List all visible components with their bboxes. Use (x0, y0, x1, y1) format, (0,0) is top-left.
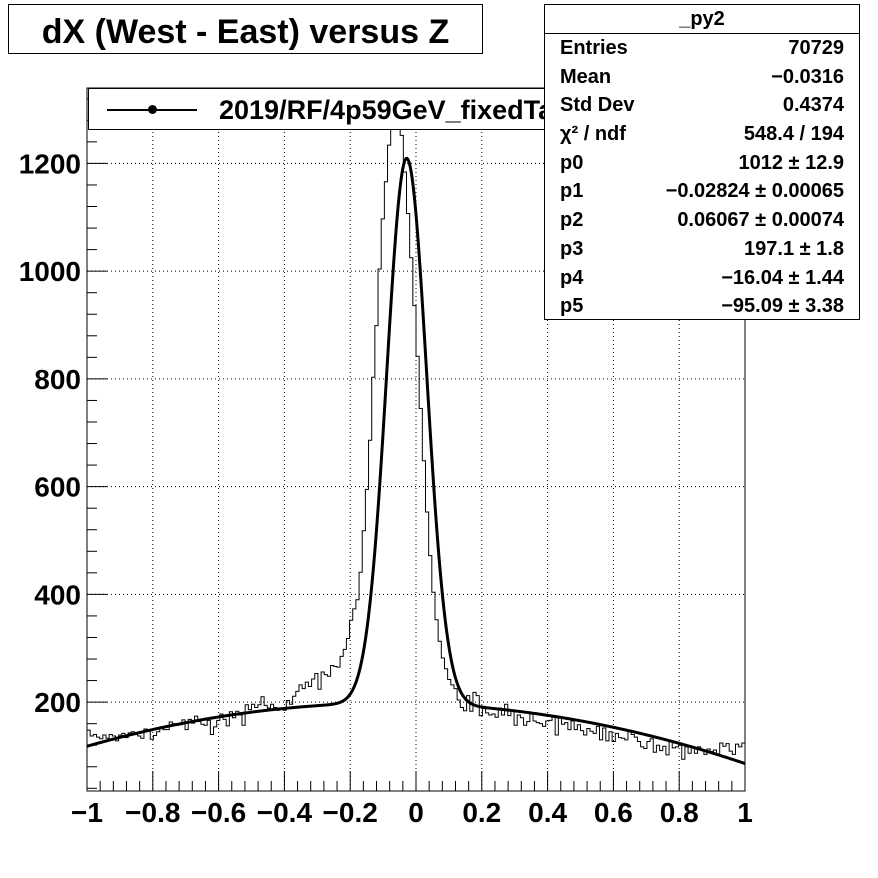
stats-row-entries: Entries 70729 (545, 34, 859, 63)
stats-value: −0.0316 (771, 65, 844, 88)
stats-row-p2: p2 0.06067 ± 0.00074 (545, 206, 859, 235)
x-tick-label: −0.8 (125, 797, 180, 828)
stats-value: −16.04 ± 1.44 (721, 266, 844, 289)
stats-value: 1012 ± 12.9 (738, 151, 844, 174)
x-tick-label: −1 (71, 797, 103, 828)
stats-value: 197.1 ± 1.8 (744, 237, 844, 260)
stats-key: p0 (560, 151, 584, 174)
x-tick-label: 0.8 (660, 797, 699, 828)
stats-value: 0.06067 ± 0.00074 (677, 209, 844, 232)
stats-key: χ² / ndf (560, 123, 626, 146)
x-tick-label: 1 (737, 797, 753, 828)
stats-value: 548.4 / 194 (743, 123, 844, 146)
stats-row-p3: p3 197.1 ± 1.8 (545, 235, 859, 264)
stats-row-mean: Mean −0.0316 (545, 63, 859, 92)
stats-key: Mean (560, 65, 612, 88)
stats-title: _py2 (545, 5, 859, 34)
stats-row-p4: p4 −16.04 ± 1.44 (545, 264, 859, 293)
stats-value: −0.02824 ± 0.00065 (665, 180, 844, 203)
legend-dot-marker (148, 105, 157, 114)
x-tick-label: −0.6 (191, 797, 246, 828)
x-tick-labels: −1 −0.8 −0.6 −0.4 −0.2 0 0.2 0.4 0.6 0.8 1 (71, 797, 753, 828)
stats-key: p3 (560, 237, 584, 260)
x-tick-label: 0.2 (462, 797, 501, 828)
stats-key: Std Dev (560, 94, 635, 117)
x-tick-label: 0.6 (594, 797, 633, 828)
x-tick-label: 0.4 (528, 797, 567, 828)
y-tick-label: 1200 (19, 148, 81, 179)
y-tick-label: 600 (34, 472, 81, 503)
stats-row-chi2: χ² / ndf 548.4 / 194 (545, 120, 859, 149)
y-tick-label: 800 (34, 364, 81, 395)
fit-curve (86, 156, 746, 765)
chart-title: dX (West - East) versus Z (41, 13, 450, 51)
title-box: dX (West - East) versus Z (8, 4, 483, 54)
legend-label: 2019/RF/4p59GeV_fixedTarget (219, 95, 605, 125)
stats-key: p4 (560, 266, 584, 289)
stats-box: _py2 Entries 70729 Mean −0.0316 Std Dev 0.4… (544, 4, 860, 320)
stats-row-p0: p0 1012 ± 12.9 (545, 149, 859, 178)
legend: 2019/RF/4p59GeV_fixedTarget (88, 88, 615, 130)
stats-value: −95.09 ± 3.38 (721, 295, 844, 318)
y-tick-label: 1000 (19, 256, 81, 287)
x-tick-label: 0 (408, 797, 424, 828)
stats-row-p1: p1 −0.02824 ± 0.00065 (545, 177, 859, 206)
x-tick-label: −0.4 (257, 797, 313, 828)
y-tick-labels: 200 400 600 800 1000 1200 (19, 148, 81, 718)
y-tick-label: 400 (34, 579, 81, 610)
stats-row-p5: p5 −95.09 ± 3.38 (545, 292, 859, 321)
x-tick-label: −0.2 (323, 797, 378, 828)
stats-key: p5 (560, 295, 584, 318)
stats-key: p2 (560, 209, 584, 232)
stats-value: 70729 (788, 37, 844, 59)
stats-key: Entries (560, 37, 628, 59)
stats-key: p1 (560, 180, 584, 203)
stats-value: 0.4374 (782, 94, 844, 117)
y-tick-label: 200 (34, 687, 81, 718)
stats-row-stddev: Std Dev 0.4374 (545, 91, 859, 120)
